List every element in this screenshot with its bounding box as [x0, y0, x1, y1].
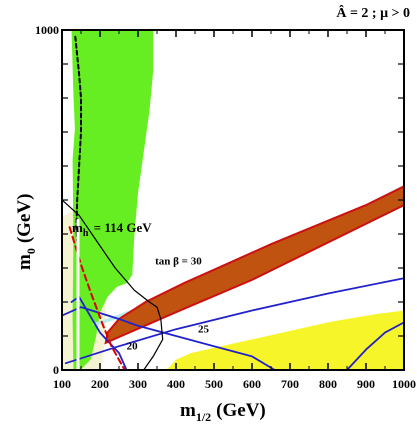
region-green	[71, 30, 154, 370]
x-tick-label-200: 200	[91, 377, 109, 391]
y-axis-title-unit: (GeV)	[14, 194, 35, 244]
x-tick-label-900: 900	[357, 377, 375, 391]
x-tick-label-100: 100	[53, 377, 71, 391]
line-tan-beta-40	[346, 321, 404, 370]
region-yellow	[166, 310, 404, 370]
x-axis-title-unit: (GeV)	[216, 400, 266, 421]
x-tick-label-800: 800	[319, 377, 337, 391]
y-axis-title: m0 (GeV)	[14, 194, 38, 270]
x-tick-label-500: 500	[205, 377, 223, 391]
lines-group	[62, 35, 404, 370]
line-tan-beta-30	[64, 277, 404, 365]
higgs-label-sub: h	[83, 228, 89, 239]
x-tick-label-700: 700	[281, 377, 299, 391]
regions-group	[62, 30, 404, 370]
y-tick-label-1000: 1000	[35, 23, 59, 37]
ticks-group: 100 200 300 400 500 600 700 800 900 1000 0 1000	[35, 23, 416, 391]
x-tick-label-300: 300	[129, 377, 147, 391]
line-higgs-114	[62, 199, 164, 370]
x-axis-title-sub: 1/2	[196, 410, 211, 424]
y-tick-label-0: 0	[53, 363, 59, 377]
y-axis-title-m: m	[14, 254, 35, 270]
higgs-label-rest: = 114 GeV	[90, 220, 152, 235]
higgs-label-m: m	[72, 220, 83, 235]
x-axis-title: m1/2 (GeV)	[180, 400, 266, 424]
line-tan-beta-25	[62, 306, 276, 370]
x-tick-label-600: 600	[243, 377, 261, 391]
x-tick-label-400: 400	[167, 377, 185, 391]
y-axis-title-sub: 0	[24, 248, 38, 254]
annotation-tanbeta-20: 20	[127, 341, 139, 353]
region-brown	[104, 185, 404, 345]
annotation-tanbeta-25: 25	[198, 324, 210, 336]
x-tick-label-1000: 1000	[392, 377, 416, 391]
x-axis-title-m: m	[180, 400, 196, 421]
chart-title: Â = 2 ; μ > 0	[336, 4, 410, 21]
annotation-tanbeta-30: tan β = 30	[155, 256, 202, 268]
higgs-label: mh = 114 GeV	[72, 220, 152, 239]
